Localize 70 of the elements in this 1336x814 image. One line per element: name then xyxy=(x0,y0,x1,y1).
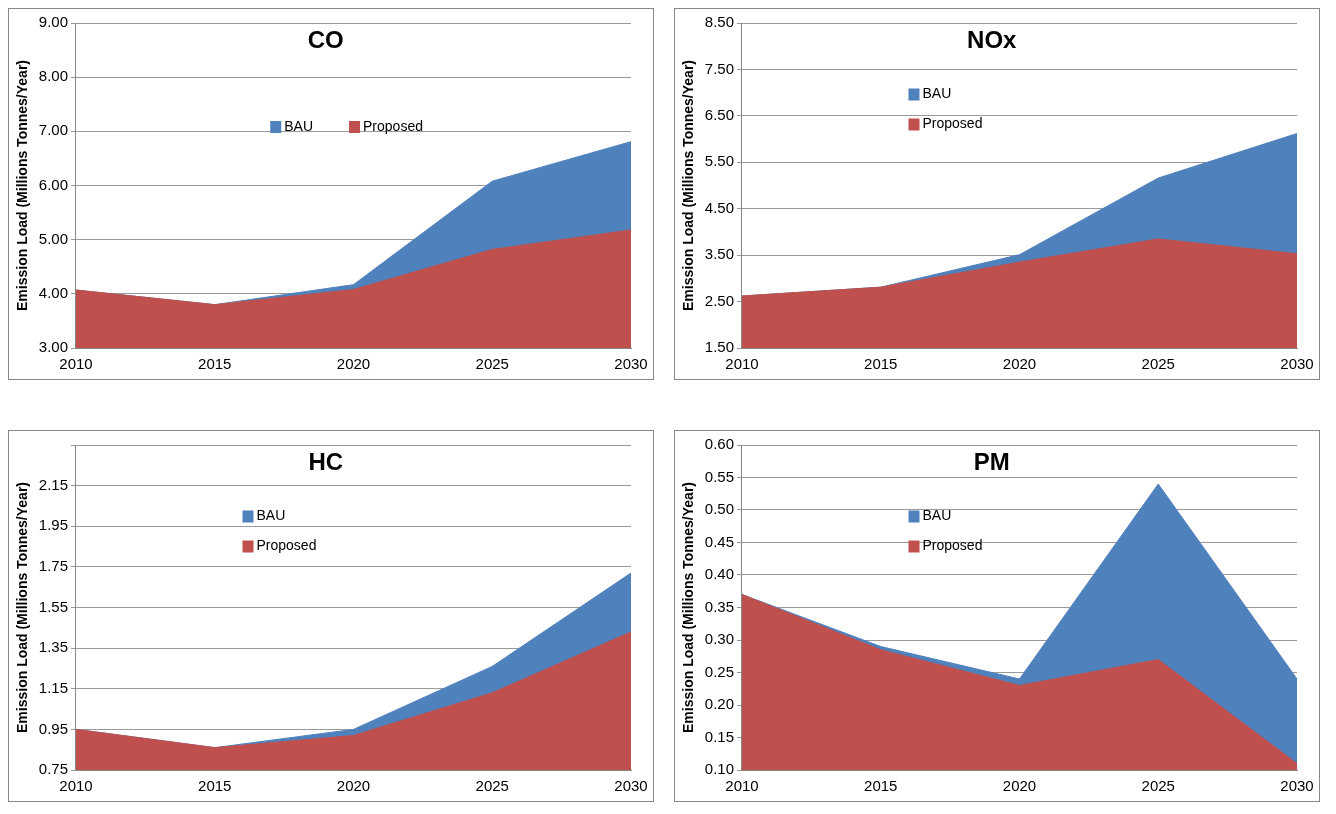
x-tick-label: 2030 xyxy=(1280,777,1314,795)
x-tick-label: 2015 xyxy=(864,777,898,795)
x-tick-label: 2025 xyxy=(475,355,509,373)
x-tick-label: 2015 xyxy=(198,777,232,795)
y-tick-label: 0.45 xyxy=(704,532,734,550)
x-tick-label: 2010 xyxy=(725,355,759,373)
legend-label: Proposed xyxy=(922,537,983,554)
x-tick-label: 2020 xyxy=(336,355,371,373)
y-tick-label: 0.20 xyxy=(704,695,734,713)
y-tick-label: 0.95 xyxy=(38,719,68,737)
x-tick-label: 2020 xyxy=(1002,355,1037,373)
y-axis-title: Emission Load (Millions Tonnes/Year) xyxy=(14,59,31,312)
y-axis-title: Emission Load (Millions Tonnes/Year) xyxy=(14,481,31,734)
x-tick-label: 2030 xyxy=(614,355,648,373)
x-tick-label: 2010 xyxy=(59,777,93,795)
y-axis-title: Emission Load (Millions Tonnes/Year) xyxy=(680,481,697,734)
chart-title: PM xyxy=(973,447,1010,475)
y-tick-label: 8.50 xyxy=(704,13,734,31)
y-tick-label: 1.35 xyxy=(38,638,68,656)
y-tick-label: 3.50 xyxy=(704,245,734,263)
legend-label: Proposed xyxy=(363,117,423,134)
y-tick-label: 1.55 xyxy=(38,597,68,615)
legend-label: BAU xyxy=(284,117,314,134)
chart-title: CO xyxy=(307,25,344,53)
x-tick-label: 2015 xyxy=(864,355,898,373)
x-tick-label: 2025 xyxy=(475,777,509,795)
y-tick-label: 2.15 xyxy=(38,475,68,493)
y-tick-label: 1.15 xyxy=(38,678,68,696)
y-tick-label: 0.60 xyxy=(704,435,734,453)
y-tick-label: 0.15 xyxy=(704,727,734,745)
y-tick-label: 3.00 xyxy=(38,338,68,356)
y-tick-label: 0.25 xyxy=(704,662,734,680)
x-tick-label: 2020 xyxy=(336,777,371,795)
y-tick-label: 7.00 xyxy=(38,121,68,139)
x-tick-label: 2010 xyxy=(725,777,759,795)
y-tick-label: 0.50 xyxy=(704,500,734,518)
chart-title: NOx xyxy=(967,25,1018,53)
y-tick-label: 0.35 xyxy=(704,597,734,615)
y-tick-label: 6.00 xyxy=(38,175,68,193)
y-tick-label: 4.00 xyxy=(38,283,68,301)
y-tick-label: 0.75 xyxy=(38,760,68,778)
y-tick-label: 6.50 xyxy=(704,106,734,123)
y-tick-label: 7.50 xyxy=(704,59,734,77)
y-tick-label: 1.95 xyxy=(38,516,68,534)
y-tick-label: 0.55 xyxy=(704,467,734,485)
x-tick-label: 2020 xyxy=(1002,777,1037,795)
y-tick-label: 4.50 xyxy=(704,198,734,216)
y-tick-label: 1.75 xyxy=(38,557,68,575)
x-tick-label: 2025 xyxy=(1141,355,1175,373)
y-tick-label: 0.30 xyxy=(704,630,734,648)
x-tick-label: 2030 xyxy=(614,777,648,795)
x-tick-label: 2030 xyxy=(1280,355,1314,373)
y-tick-label: 1.50 xyxy=(704,338,734,356)
y-tick-label: 9.00 xyxy=(38,13,68,31)
y-tick-label: 5.00 xyxy=(38,229,68,247)
y-tick-label: 2.50 xyxy=(704,291,734,309)
y-tick-label: 0.10 xyxy=(704,760,734,778)
legend-label: Proposed xyxy=(922,115,983,132)
legend-label: BAU xyxy=(256,507,286,524)
y-tick-label: 5.50 xyxy=(704,152,734,170)
y-axis-title: Emission Load (Millions Tonnes/Year) xyxy=(680,59,697,312)
y-tick-label: 8.00 xyxy=(38,67,68,85)
legend-label: BAU xyxy=(922,85,952,102)
chart-title: HC xyxy=(308,447,344,475)
x-tick-label: 2010 xyxy=(59,355,93,373)
legend-label: BAU xyxy=(922,507,952,524)
legend-label: Proposed xyxy=(256,537,317,554)
y-tick-label: 0.40 xyxy=(704,565,734,583)
x-tick-label: 2015 xyxy=(198,355,232,373)
x-tick-label: 2025 xyxy=(1141,777,1175,795)
